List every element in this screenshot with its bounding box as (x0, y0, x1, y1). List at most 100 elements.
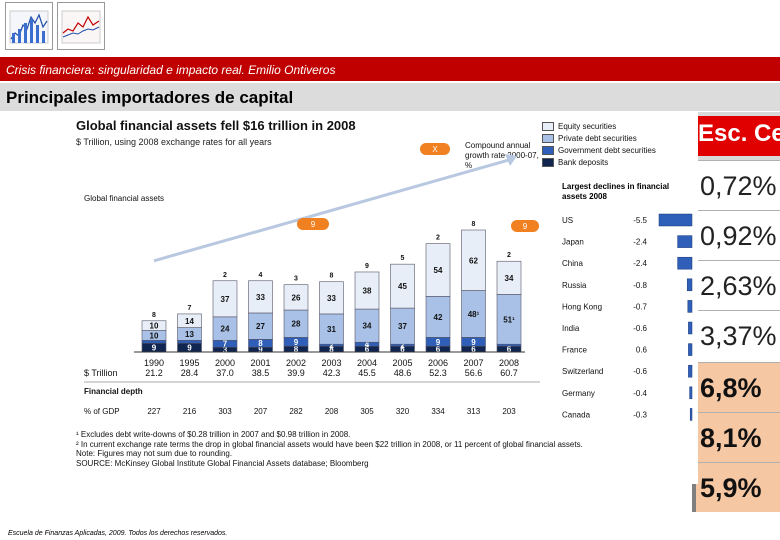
bar-top-label: 3 (294, 276, 298, 283)
legend-item: Private debt securities (542, 132, 656, 144)
legend-label: Equity securities (558, 121, 617, 131)
legend-label: Private debt securities (558, 133, 637, 143)
decline-value: -0.4 (633, 389, 647, 398)
bar-segment-label: 9 (258, 346, 263, 355)
bar-segment (496, 294, 522, 345)
bar-segment-label: 31 (327, 325, 336, 334)
depth-value: 334 (431, 407, 445, 416)
bar-total-label: 45.5 (358, 368, 376, 378)
right-table-row: 0,92% (696, 210, 780, 260)
bar-segment (283, 284, 309, 311)
bar-segment-label: 38 (363, 287, 372, 296)
bar-top-label: 7 (188, 305, 192, 312)
bar-segment (177, 313, 202, 328)
declines-title: Largest declines in financial assets 200… (562, 182, 670, 201)
decline-country: India (562, 324, 580, 333)
bar-top-label: 2 (436, 235, 440, 242)
legend-swatch (542, 133, 554, 143)
chart-note: ² In current exchange rate terms the dro… (76, 439, 583, 449)
bar-segment-label: 13 (185, 330, 194, 339)
depth-value: 203 (502, 407, 516, 416)
decline-country: Switzerland (562, 367, 603, 376)
decline-country: China (562, 259, 583, 268)
decline-bar (686, 278, 693, 292)
right-table-row: 6,8% (696, 362, 780, 412)
chart-subtitle: $ Trillion, using 2008 exchange rates fo… (76, 137, 272, 147)
decline-value: -2.4 (633, 259, 647, 268)
thumbnail-chart-right (57, 2, 105, 50)
slide-subtitle: Principales importadores de capital (6, 88, 294, 107)
bar-segment-label: 27 (256, 322, 265, 331)
depth-value: 207 (254, 407, 268, 416)
slide-title-bar: Crisis financiera: singularidad e impact… (0, 57, 780, 81)
bar-segment (390, 263, 415, 309)
right-table-row: 3,37% (696, 310, 780, 362)
bar-segment (319, 313, 344, 345)
depth-value: 227 (147, 407, 161, 416)
bar-segment-label: 6 (400, 345, 405, 354)
chart-plot: 9 9X910108199021.2227913147199528.4216372… (84, 143, 693, 421)
cagr-badge (297, 218, 329, 230)
decline-bar (688, 321, 693, 335)
right-table-row: 5,9% (696, 462, 780, 512)
bar-top-label: 2 (507, 252, 511, 259)
decline-value: -0.6 (633, 367, 647, 376)
depth-unit-label: % of GDP (84, 407, 120, 416)
right-table-row: 0,72% (696, 160, 780, 210)
bar-segment-label: 34 (505, 274, 514, 283)
bar-segment (354, 271, 380, 310)
bar-segment-label: 24 (221, 325, 230, 334)
chart-title: Global financial assets fell $16 trillio… (76, 118, 356, 133)
decline-bar (688, 364, 693, 378)
trend-arrow-head (505, 154, 517, 166)
thumbnail-chart-right-graphic (61, 10, 101, 44)
decline-value: -5.5 (633, 216, 647, 225)
bar-top-label: 8 (472, 221, 476, 228)
decline-country: Canada (562, 410, 591, 419)
bar-segment-label: 8 (258, 339, 263, 348)
bar-segment-label: 28 (292, 320, 301, 329)
bar-segment (496, 260, 522, 295)
bar-segment-label: 4 (365, 340, 370, 349)
bar-segment-label: 10 (150, 322, 159, 331)
bar-segment-label: 42 (434, 313, 443, 322)
thumbnail-charts (5, 2, 105, 50)
bar-total-label: 38.5 (252, 368, 270, 378)
bar-segment-label: 33 (256, 293, 265, 302)
bar-segment-label: 48¹ (468, 310, 480, 319)
bar-segment (248, 312, 273, 340)
chart-legend: Equity securities Private debt securitie… (542, 120, 656, 168)
bar-segment-label: 2 (400, 341, 405, 350)
legend-item: Government debt securities (542, 144, 656, 156)
bar-segment (248, 280, 273, 314)
bar-segment-label: 14 (185, 317, 194, 326)
chart-note: ¹ Excludes debt write-downs of $0.28 tri… (76, 430, 351, 439)
bar-total-label: 56.6 (465, 368, 483, 378)
bar-segment (354, 308, 380, 343)
right-table-row: 8,1% (696, 412, 780, 462)
bar-segment-label: 9 (187, 344, 192, 353)
legend-label: Bank deposits (558, 157, 609, 167)
decline-country: US (562, 216, 573, 225)
bar-segment-label: 9 (471, 338, 476, 347)
decline-bar (689, 408, 693, 421)
bar-segment-label: 34 (363, 322, 372, 331)
bar-segment-label: 9 (152, 344, 157, 353)
bar-segment-label: 10 (150, 331, 159, 340)
decline-bar (658, 213, 693, 227)
bar-total-label: 28.4 (181, 368, 199, 378)
thumbnail-chart-left (5, 2, 53, 50)
bar-segment-label: 33 (327, 294, 336, 303)
bar-segment-label: 3 (223, 346, 228, 355)
bar-segment-label: 54 (434, 266, 443, 275)
chart-note: Note: Figures may not sum due to roundin… (76, 449, 233, 458)
cagr-label: Compound annual growth rate 2000-07, % (465, 141, 539, 170)
bar-segment-label: 37 (398, 322, 407, 331)
bar-total-label: 60.7 (500, 368, 518, 378)
bar-segment (177, 339, 202, 344)
bar-segment-label: 8 (294, 345, 299, 354)
bar-segment (425, 296, 451, 338)
bar-segment-label: 9 (436, 338, 441, 347)
depth-value: 313 (467, 407, 481, 416)
x-tick-label: 2007 (463, 358, 483, 368)
